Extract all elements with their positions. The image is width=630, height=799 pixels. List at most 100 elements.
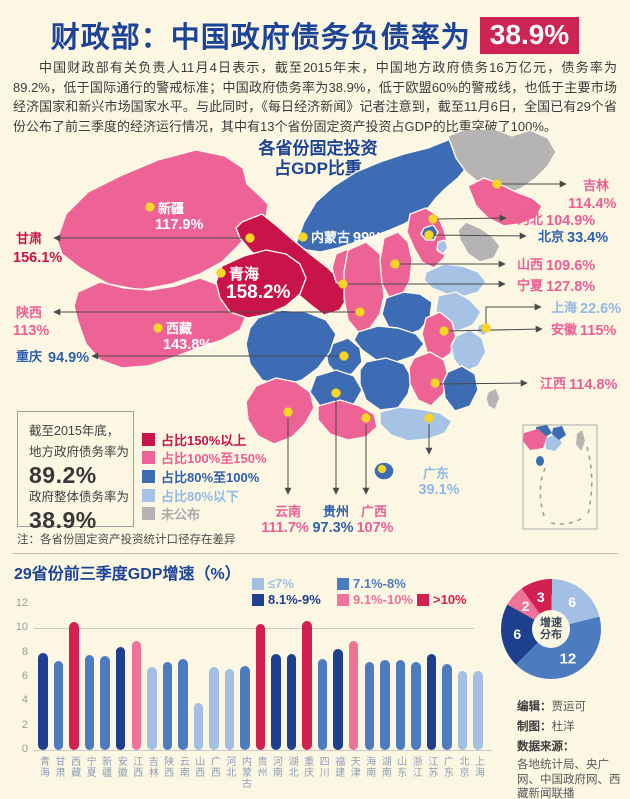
bar-legend-91-10: 9.1%-10% — [337, 592, 413, 607]
x-label-宁夏: 宁夏 — [84, 756, 96, 778]
marker-gansu — [245, 233, 255, 243]
marker-beijing — [424, 230, 434, 240]
x-label-广西: 广西 — [208, 756, 220, 778]
legend-item-under80: 占比80%以下 — [142, 486, 267, 505]
bar-上海 — [473, 670, 483, 750]
callout-guangxi-name: 广西 — [361, 504, 387, 519]
callout-shanxi-value: 109.6% — [546, 258, 595, 274]
swatch-81-icon — [252, 593, 264, 606]
marker-hainan — [377, 464, 387, 474]
swatch-71-icon — [337, 577, 349, 590]
swatch-le7-icon — [252, 577, 264, 590]
bar-湖北 — [286, 653, 297, 750]
local-debt-ratio: 89.2% — [29, 462, 97, 488]
section-divider — [12, 553, 618, 554]
nine-dash-line — [539, 467, 547, 522]
marker-qinghai — [216, 268, 226, 278]
x-label-内蒙古: 内蒙古 — [239, 756, 251, 789]
callout-ningxia-value: 127.8% — [546, 279, 595, 295]
bar-广西 — [209, 667, 219, 750]
x-label-甘肃: 甘肃 — [53, 756, 64, 778]
x-label-山西: 山西 — [192, 756, 204, 778]
callout-ningxia-name: 宁夏 — [517, 278, 544, 293]
gdp-growth-bar-chart: 0 2 4 6 8 10 12 青海 甘肃 西藏 宁夏 新疆 安徽 江西 吉林 陕西 云南 山西 广西 河北 内蒙古 贵州… — [0, 597, 497, 799]
value-qinghai: 158.2% — [226, 282, 291, 303]
bar-天津 — [348, 640, 359, 750]
y-tick-label: 8 — [21, 645, 28, 658]
callout-shaanxi-value: 113% — [13, 323, 49, 339]
bar-chart-title: 29省份前三季度GDP增速（%） — [14, 566, 241, 583]
x-label-天津: 天津 — [348, 756, 360, 778]
bar-四川 — [317, 658, 328, 750]
callout-guizhou-value: 97.3% — [312, 520, 353, 536]
marker-ningxia — [338, 279, 348, 289]
donut-slice-count: 2 — [521, 598, 530, 615]
bar-浙江 — [411, 662, 421, 750]
swatch-lightblue-icon — [142, 488, 155, 502]
callout-anhui-name: 安徽 — [551, 322, 578, 337]
callout-beijing-value: 33.4% — [567, 230, 608, 246]
map-title-line1: 各省份固定投资 — [258, 139, 378, 158]
swatch-gt10-icon — [417, 593, 429, 606]
callout-anhui-value: 115% — [580, 323, 616, 339]
bar-山西 — [193, 702, 204, 750]
legend-item-na: 未公布 — [142, 504, 267, 523]
callout-guangdong-value: 39.1% — [418, 482, 459, 498]
bar-安徽 — [115, 646, 126, 750]
x-label-湖北: 湖北 — [286, 756, 298, 778]
headline-value-badge: 38.9% — [479, 16, 580, 54]
x-label-新疆: 新疆 — [99, 756, 111, 778]
province-qinghai — [215, 249, 307, 319]
province-neimenggu — [295, 131, 479, 253]
leader-jiangxi — [437, 379, 528, 387]
south-china-sea-inset — [522, 424, 598, 530]
x-axis-line — [34, 750, 492, 751]
bar-北京 — [457, 670, 468, 750]
marker-shanxi — [390, 259, 400, 269]
bar-内蒙古 — [240, 666, 250, 750]
bar-河北 — [224, 668, 235, 750]
province-hunan — [359, 357, 413, 411]
x-label-福建: 福建 — [332, 756, 344, 778]
credit-sources: 各地统计局、央广网、中国政府网、西藏新闻联播 — [517, 759, 621, 799]
y-tick-label: 12 — [15, 597, 28, 609]
callout-beijing-name: 北京 — [538, 229, 564, 244]
credits: 编辑：贾运可 制图：杜洋 数据来源： 各地统计局、央广网、中国政府网、西藏新闻联… — [517, 697, 623, 799]
label-xizang: 西藏 — [166, 321, 192, 336]
bar-重庆 — [302, 621, 312, 750]
bar-陕西 — [162, 662, 172, 750]
page-title: 财政部：中国政府债务负债率为 — [50, 22, 471, 54]
legend-item-100-150: 占比100%至150% — [142, 449, 267, 468]
x-label-安徽: 安徽 — [115, 756, 127, 778]
callout-hebei-name: 河北 — [517, 212, 543, 227]
callout-gansu-value: 156.1% — [13, 250, 62, 266]
marker-guangdong — [424, 413, 434, 423]
map-title-line2: 占GDP比重 — [274, 159, 362, 178]
donut-slice-count: 6 — [568, 594, 577, 611]
callout-guizhou-name: 贵州 — [323, 504, 349, 519]
x-label-西藏: 西藏 — [68, 756, 80, 778]
province-sichuan — [245, 309, 337, 387]
x-label-青海: 青海 — [37, 756, 49, 778]
credit-designer: 制图：杜洋 — [517, 721, 575, 733]
bar-legend-71-8: 7.1%-8% — [337, 576, 406, 591]
legend-item-over150: 占比150%以上 — [142, 430, 267, 449]
marker-hebei — [428, 214, 438, 224]
callout-yunnan-value: 111.7% — [261, 520, 309, 536]
label-neimenggu: 内蒙古 — [311, 230, 350, 245]
province-zhejiang — [450, 329, 487, 373]
callout-jilin-name: 吉林 — [583, 178, 609, 193]
bar-福建 — [333, 649, 343, 750]
x-label-浙江: 浙江 — [410, 756, 422, 778]
province-markers — [145, 179, 502, 474]
province-shandong — [423, 263, 487, 298]
province-taiwan — [485, 387, 501, 411]
bar-legend-gt10: >10% — [417, 592, 467, 607]
callout-guangdong-name: 广东 — [423, 466, 449, 481]
marker-chongqing — [339, 351, 349, 361]
marker-yunnan — [283, 407, 293, 417]
callout-shanghai-name: 上海 — [551, 300, 577, 315]
bar-海南 — [364, 662, 374, 750]
callout-guangxi-value: 107% — [356, 520, 393, 536]
